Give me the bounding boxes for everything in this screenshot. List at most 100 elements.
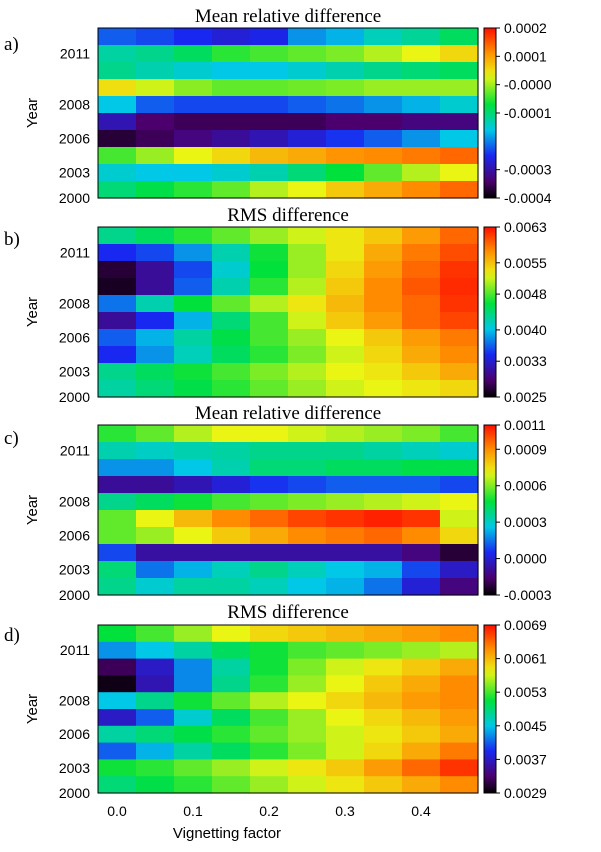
heatmap-cell — [402, 692, 441, 710]
heatmap-cell — [288, 692, 327, 710]
heatmap-cell — [326, 578, 365, 596]
heatmap-cell — [98, 380, 137, 398]
y-axis-label: Year — [24, 98, 41, 128]
panel-c: Mean relative difference c) Year 2011 2008 20… — [4, 403, 552, 603]
heatmap-cell — [212, 380, 251, 398]
heatmap-cell — [212, 425, 251, 443]
heatmap-cell — [212, 625, 251, 643]
heatmap-cell — [250, 675, 289, 693]
heatmap-cell — [440, 425, 479, 443]
x-tick-label: 0.0 — [107, 803, 127, 819]
heatmap-cell — [136, 442, 175, 460]
heatmap-cell — [136, 28, 175, 46]
heatmap-cell — [136, 675, 175, 693]
heatmap-cell — [250, 346, 289, 364]
heatmap-cell — [98, 725, 137, 744]
heatmap-cell — [212, 742, 251, 760]
heatmap-cell — [212, 295, 251, 313]
heatmap-cell — [212, 675, 251, 693]
heatmap-cell — [402, 625, 441, 643]
heatmap-cell — [250, 278, 289, 296]
colorbar-tick-label: -0.0003 — [504, 162, 552, 178]
heatmap-cell — [364, 346, 403, 364]
heatmap-cell — [174, 28, 213, 46]
plot-frame — [97, 226, 479, 398]
heatmap-cell — [136, 329, 175, 347]
heatmap-cell — [212, 346, 251, 364]
heatmap-cell — [440, 227, 479, 245]
heatmap-cells — [98, 425, 479, 596]
heatmap-cell — [212, 261, 251, 279]
heatmap-cell — [364, 493, 403, 511]
heatmap-cell — [98, 759, 137, 777]
heatmap-cell — [98, 476, 137, 494]
heatmap-cell — [98, 45, 137, 63]
heatmap-cell — [136, 709, 175, 727]
heatmap-cell — [174, 578, 213, 596]
heatmap-cell — [440, 45, 479, 63]
heatmap-cell — [174, 96, 213, 114]
heatmap-cell — [212, 147, 251, 165]
heatmap-cell — [402, 164, 441, 182]
heatmap-cell — [98, 79, 137, 97]
heatmap-cell — [98, 346, 137, 364]
heatmap-cell — [402, 130, 441, 148]
heatmap-cell — [326, 28, 365, 46]
heatmap-cell — [136, 45, 175, 63]
heatmap-cell — [174, 278, 213, 296]
heatmap-cell — [136, 278, 175, 296]
x-tick-label: 0.4 — [411, 803, 431, 819]
y-tick-label: 2011 — [60, 46, 90, 62]
heatmap-cell — [98, 776, 137, 794]
heatmap-cell — [402, 527, 441, 545]
heatmap-cell — [136, 227, 175, 245]
heatmap-cell — [98, 147, 137, 165]
heatmap-cell — [364, 561, 403, 579]
heatmap-cell — [288, 725, 327, 744]
heatmap-cell — [402, 476, 441, 494]
heatmap-cell — [212, 113, 251, 131]
heatmap-cell — [98, 181, 137, 199]
heatmap-cell — [326, 130, 365, 148]
heatmap-cell — [402, 96, 441, 114]
heatmap-cell — [364, 130, 403, 148]
heatmap-cell — [326, 493, 365, 511]
heatmap-cell — [250, 759, 289, 777]
panel-title: Mean relative difference — [195, 403, 381, 424]
heatmap-cell — [288, 278, 327, 296]
heatmap-cell — [250, 164, 289, 182]
heatmap-cell — [364, 759, 403, 777]
heatmap-cell — [402, 510, 441, 528]
heatmap-cell — [98, 164, 137, 182]
heatmap-cell — [288, 164, 327, 182]
heatmap-cell — [136, 312, 175, 330]
heatmap-cell — [250, 96, 289, 114]
heatmap-cell — [174, 544, 213, 562]
heatmap-cell — [136, 692, 175, 710]
heatmap-cell — [250, 130, 289, 148]
heatmap-cell — [250, 527, 289, 545]
heatmap-cell — [212, 725, 251, 744]
heatmap-cell — [212, 181, 251, 199]
heatmap-cell — [326, 658, 365, 676]
heatmap-cell — [288, 425, 327, 443]
heatmap-cell — [174, 295, 213, 313]
heatmap-cell — [326, 709, 365, 727]
heatmap-cell — [212, 658, 251, 676]
heatmap-cell — [440, 96, 479, 114]
heatmap-cell — [250, 312, 289, 330]
heatmap-cell — [136, 295, 175, 313]
heatmap-cell — [440, 147, 479, 165]
heatmap-cell — [402, 776, 441, 794]
x-axis-label: Vignetting factor — [173, 825, 281, 842]
heatmap-cell — [402, 459, 441, 477]
heatmap-cell — [402, 346, 441, 364]
heatmap-cell — [326, 113, 365, 131]
heatmap-cell — [98, 493, 137, 511]
heatmap-cell — [326, 45, 365, 63]
heatmap-cell — [402, 578, 441, 596]
heatmap-cell — [174, 759, 213, 777]
heatmap-cell — [440, 709, 479, 727]
heatmap-cell — [288, 709, 327, 727]
heatmap-cell — [326, 544, 365, 562]
